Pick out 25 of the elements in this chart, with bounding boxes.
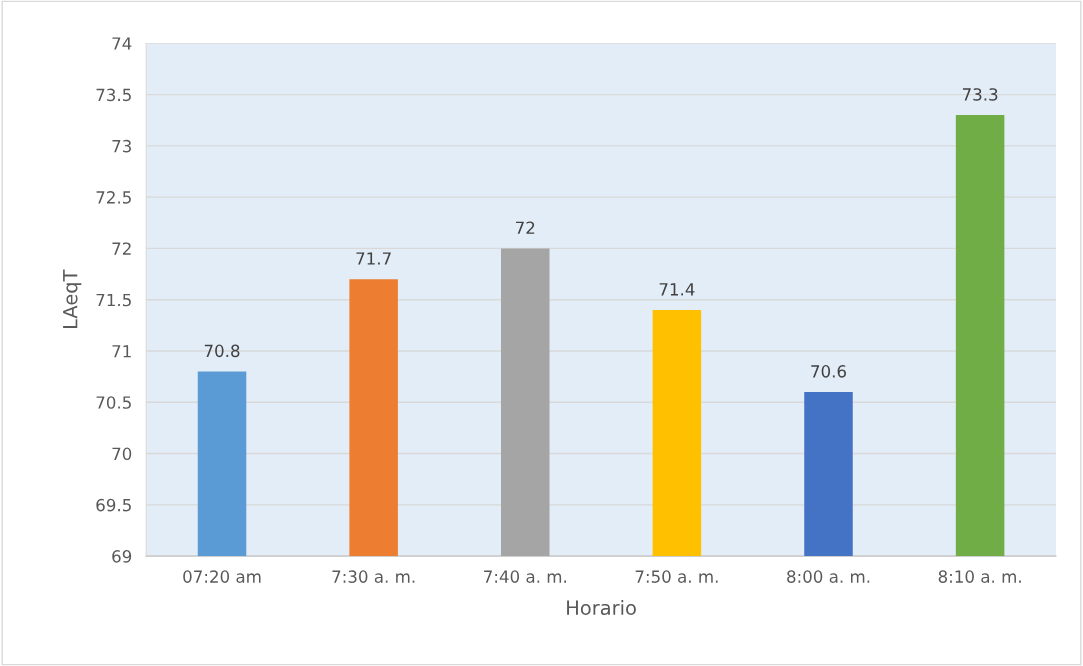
- y-tick-label: 70: [112, 447, 132, 461]
- x-tick-label: 7:30 a. m.: [332, 570, 415, 583]
- x-axis-title: Horario: [567, 600, 636, 616]
- y-tick-label: 72.5: [96, 191, 131, 204]
- y-tick-label: 70.5: [96, 396, 131, 409]
- x-tick-label: 8:00 a. m.: [787, 570, 870, 583]
- x-tick-label: 7:40 a. m.: [484, 570, 566, 583]
- y-axis-title: LAeqT: [63, 269, 82, 328]
- y-tick-label: 73: [112, 139, 131, 153]
- y-tick-label: 69: [112, 550, 132, 563]
- data-label: 71.4: [659, 283, 695, 296]
- y-tick-label: 72: [112, 242, 131, 255]
- y-tick-label: 71: [112, 345, 131, 358]
- y-tick-label: 74: [112, 37, 132, 50]
- y-tick-label: 69.5: [96, 498, 131, 512]
- data-label: 70.8: [204, 344, 240, 358]
- x-tick-label: 07:20 am: [183, 570, 261, 583]
- x-tick-label: 8:10 a. m.: [938, 570, 1021, 583]
- data-label: 70.6: [811, 365, 846, 378]
- data-label: 73.3: [962, 88, 998, 101]
- x-tick-label: 7:50 a. m.: [635, 570, 718, 583]
- data-label: 72: [516, 221, 535, 234]
- data-label: 71.7: [356, 252, 391, 265]
- y-tick-label: 71.5: [96, 293, 131, 307]
- y-tick-label: 73.5: [96, 88, 131, 102]
